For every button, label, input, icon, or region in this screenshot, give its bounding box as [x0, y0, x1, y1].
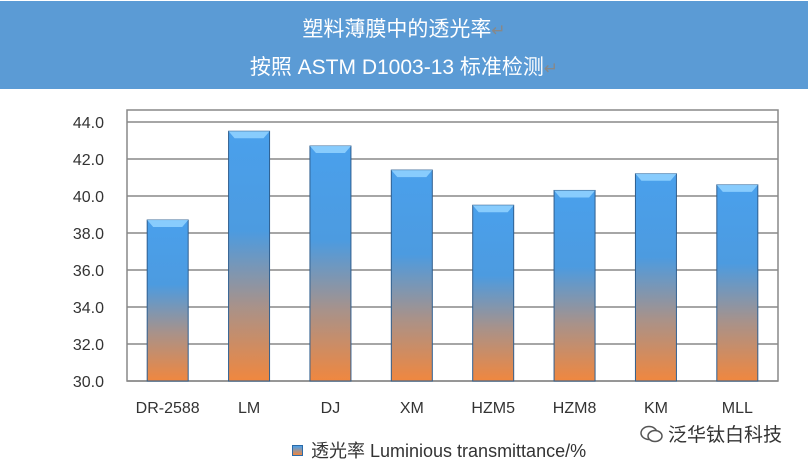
- y-tick-label: 36.0: [73, 263, 104, 280]
- bar: [472, 204, 515, 382]
- x-tick-label: HZM8: [553, 400, 597, 417]
- bar: [228, 130, 271, 382]
- y-tick-label: 32.0: [73, 337, 104, 354]
- bar-bevel: [472, 205, 514, 213]
- title-line-2: 按照 ASTM D1003-13 标准检测: [249, 56, 544, 79]
- legend: 透光率 Luminious transmittance/%: [292, 437, 586, 463]
- y-tick-label: 40.0: [73, 189, 104, 206]
- y-tick-label: 44.0: [73, 115, 104, 132]
- y-tick-label: 42.0: [73, 152, 104, 169]
- x-tick-label: DJ: [321, 400, 341, 417]
- bar: [634, 173, 677, 382]
- plot-frame: [126, 109, 779, 382]
- y-tick-label: 30.0: [73, 374, 104, 391]
- bar: [309, 145, 352, 382]
- bar-bevel: [147, 220, 189, 228]
- return-mark: ↵: [543, 59, 559, 78]
- title-line-1: 塑料薄膜中的透光率: [302, 18, 492, 41]
- legend-label: 透光率 Luminious transmittance/%: [311, 441, 587, 461]
- x-tick-label: KM: [644, 400, 668, 417]
- x-tick-label: LM: [238, 400, 260, 417]
- bar-bevel: [391, 170, 433, 178]
- x-tick-label: DR-2588: [136, 400, 200, 417]
- y-tick-label: 34.0: [73, 300, 104, 317]
- legend-swatch: [292, 444, 303, 456]
- bar: [390, 169, 433, 382]
- x-tick-label: XM: [400, 400, 424, 417]
- bar-bevel: [309, 146, 351, 154]
- bar-bevel: [554, 190, 596, 198]
- bar: [146, 219, 189, 382]
- chart-header: 塑料薄膜中的透光率↵ 按照 ASTM D1003-13 标准检测↵: [0, 1, 808, 89]
- y-tick-label: 38.0: [73, 226, 104, 243]
- return-mark: ↵: [491, 21, 506, 40]
- bar: [553, 189, 596, 382]
- x-tick-label: HZM5: [471, 400, 515, 417]
- watermark: 泛华钛白科技: [640, 420, 782, 447]
- bar: [716, 184, 759, 382]
- bar-bevel: [716, 184, 758, 192]
- wechat-icon: [640, 425, 663, 442]
- watermark-text: 泛华钛白科技: [668, 425, 783, 446]
- bar-bevel: [635, 173, 677, 181]
- bar-bevel: [228, 131, 270, 139]
- x-tick-label: MLL: [722, 400, 753, 417]
